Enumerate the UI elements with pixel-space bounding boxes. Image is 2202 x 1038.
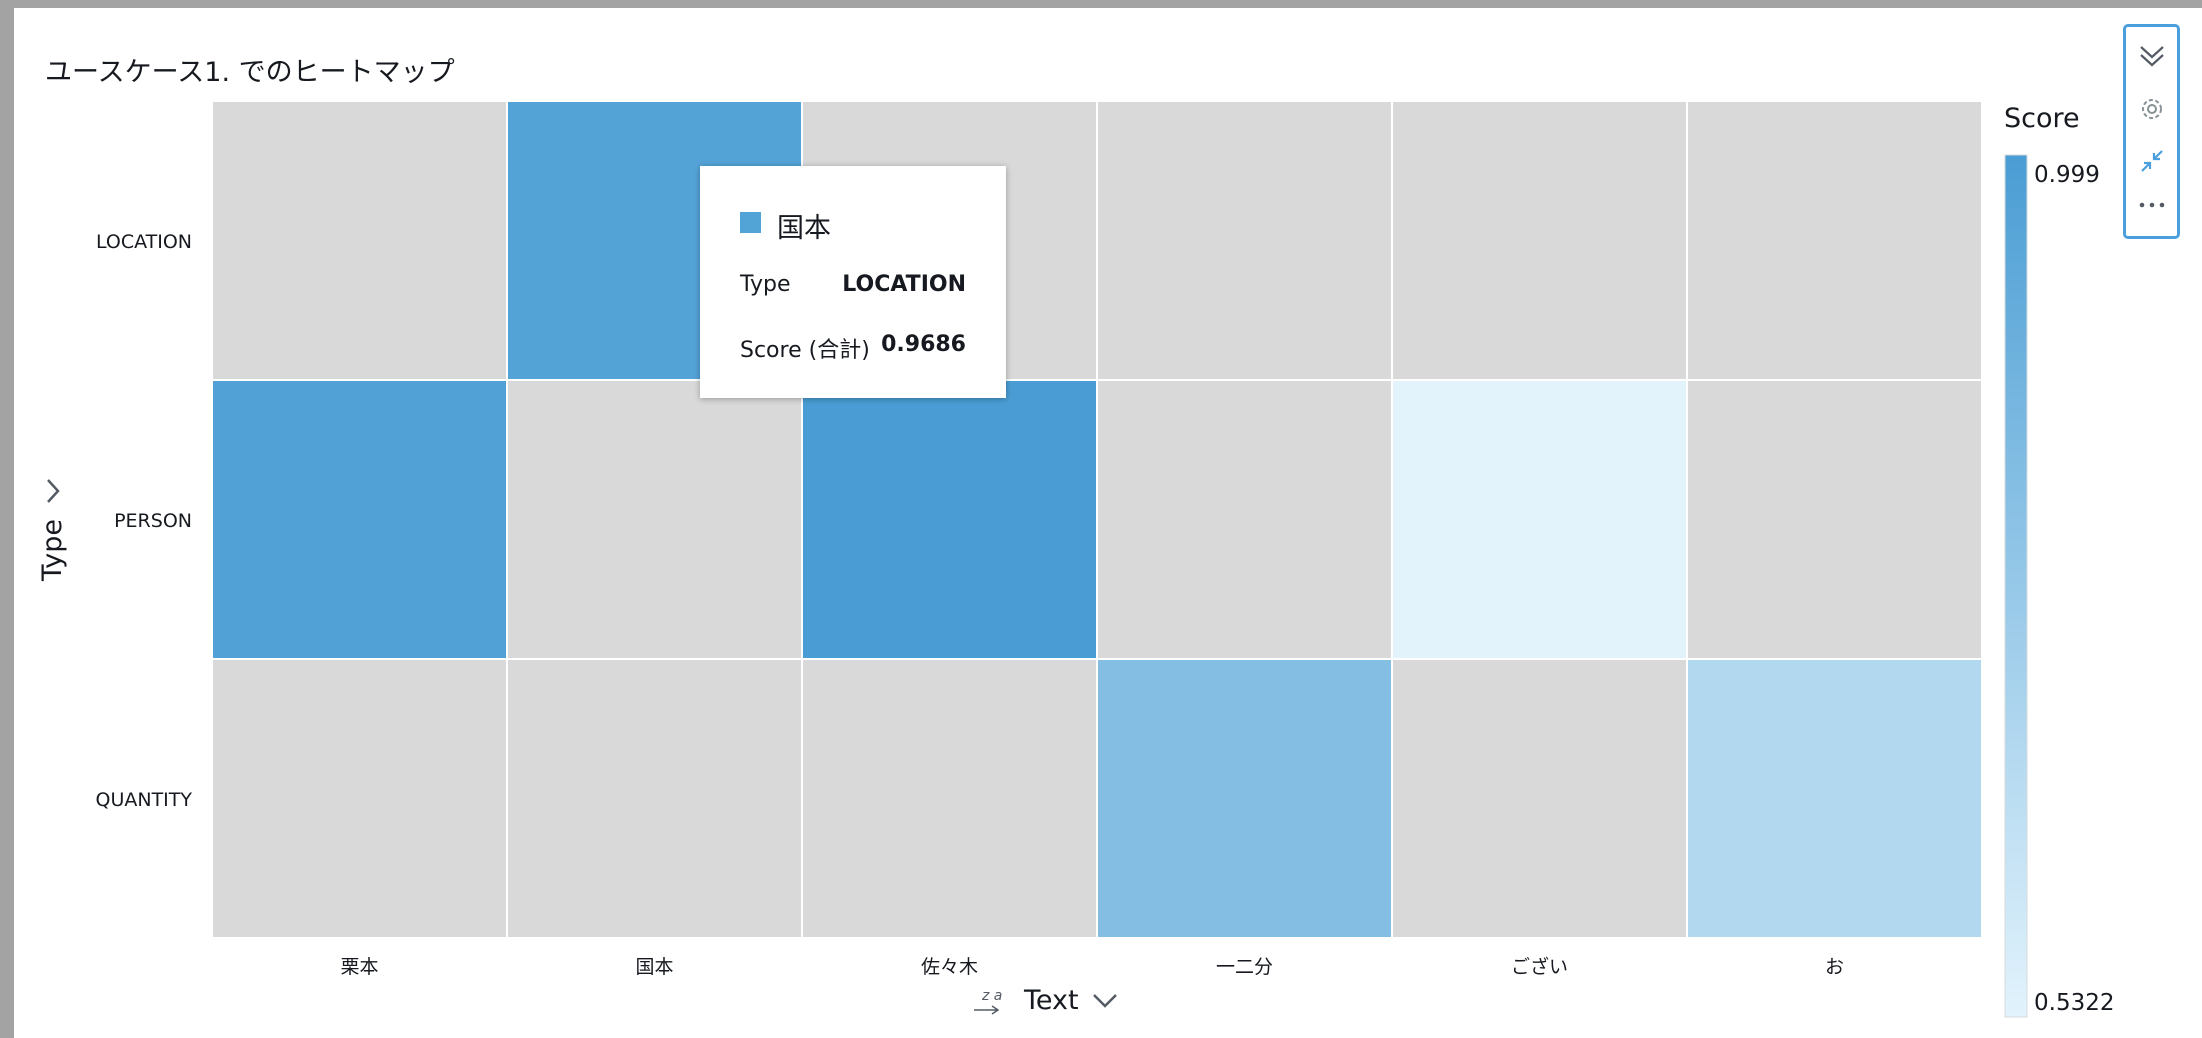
tooltip-key-score: Score (合計) <box>740 338 870 363</box>
heatmap-cell-quantity-4[interactable] <box>1391 658 1688 939</box>
chart-title: ユースケース1. でのヒートマップ <box>45 57 455 88</box>
x-axis-sort-icon[interactable]: z a <box>974 988 1002 1015</box>
svg-text:z a: z a <box>981 988 1002 1004</box>
x-tick-label: 栗本 <box>340 956 378 978</box>
heatmap-cell-quantity-0[interactable] <box>211 658 508 939</box>
heatmap-cell-person-1[interactable] <box>506 379 803 660</box>
cell-tooltip: 国本 Type LOCATION Score (合計) 0.9686 <box>700 166 1006 398</box>
legend-color-scale <box>2004 154 2028 1018</box>
tooltip-series-name: 国本 <box>777 213 831 244</box>
tooltip-value-score: 0.9686 <box>881 332 966 357</box>
x-tick-label: ござい <box>1511 955 1568 978</box>
heatmap-cell-person-5[interactable] <box>1686 379 1983 660</box>
heatmap-cell-person-3[interactable] <box>1096 379 1393 660</box>
heatmap-cell-quantity-5[interactable] <box>1686 658 1983 939</box>
legend-title: Score <box>2004 103 2080 134</box>
more-options-button[interactable] <box>2126 185 2177 231</box>
settings-gear-icon <box>2142 99 2162 119</box>
heatmap-cells <box>211 100 1983 939</box>
minimize-button[interactable] <box>2126 137 2177 183</box>
legend-max-label: 0.999 <box>2034 162 2100 188</box>
collapse-button[interactable] <box>2126 33 2177 79</box>
x-tick-label: 国本 <box>635 956 673 978</box>
y-axis-tick-labels: LOCATION PERSON QUANTITY <box>96 231 193 811</box>
heatmap-cell-person-2[interactable] <box>801 379 1098 660</box>
heatmap-cell-quantity-3[interactable] <box>1096 658 1393 939</box>
settings-button[interactable] <box>2126 85 2177 131</box>
x-tick-label: 佐々木 <box>921 956 978 978</box>
heatmap-cell-location-0[interactable] <box>211 100 508 381</box>
x-axis-expand-chevron-icon[interactable] <box>1093 994 1117 1008</box>
x-tick-label: お <box>1825 956 1844 978</box>
y-axis-title: Type <box>37 519 68 582</box>
heatmap-cell-location-3[interactable] <box>1096 100 1393 381</box>
heatmap-cell-quantity-1[interactable] <box>506 658 803 939</box>
tooltip-value-type: LOCATION <box>842 272 966 297</box>
heatmap-cell-person-0[interactable] <box>211 379 508 660</box>
heatmap-cell-quantity-2[interactable] <box>801 658 1098 939</box>
tooltip-key-type: Type <box>740 272 791 297</box>
x-axis-tick-labels: 栗本 国本 佐々木 一二分 ござい お <box>340 955 1844 978</box>
y-axis-expand-chevron-icon[interactable] <box>47 479 60 503</box>
y-tick-label: LOCATION <box>96 231 192 253</box>
tooltip-swatch <box>740 212 761 233</box>
more-options-icon <box>2139 202 2165 208</box>
x-tick-label: 一二分 <box>1216 956 1273 978</box>
collapse-chevrons-icon <box>2140 46 2164 67</box>
legend-min-label: 0.5322 <box>2034 990 2114 1016</box>
minimize-arrows-icon <box>2141 150 2163 172</box>
heatmap-cell-location-5[interactable] <box>1686 100 1983 381</box>
heatmap-cell-person-4[interactable] <box>1391 379 1688 660</box>
x-axis-title: Text <box>1023 985 1079 1016</box>
visual-toolbar <box>2123 24 2180 239</box>
y-tick-label: QUANTITY <box>96 789 193 811</box>
heatmap-cell-location-4[interactable] <box>1391 100 1688 381</box>
y-tick-label: PERSON <box>114 510 192 532</box>
